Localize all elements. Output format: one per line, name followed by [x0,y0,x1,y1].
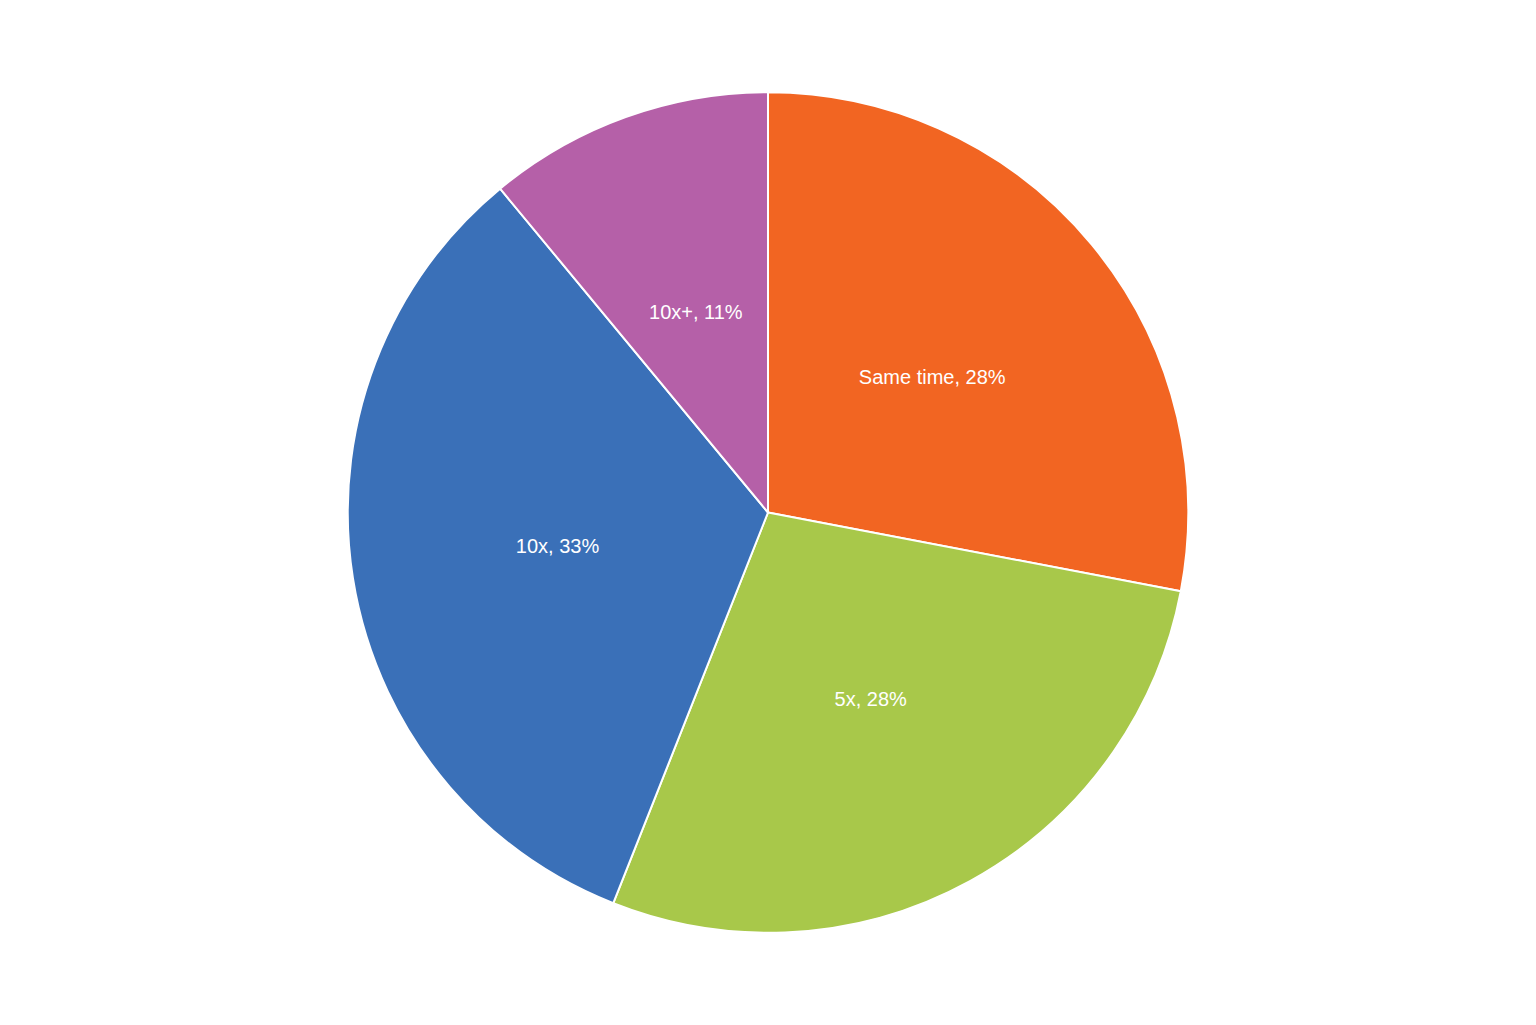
svg-text:10x, 33%: 10x, 33% [516,535,600,557]
svg-text:5x, 28%: 5x, 28% [835,688,907,710]
svg-text:10x+, 11%: 10x+, 11% [649,301,743,323]
svg-text:Same time, 28%: Same time, 28% [859,366,1006,388]
